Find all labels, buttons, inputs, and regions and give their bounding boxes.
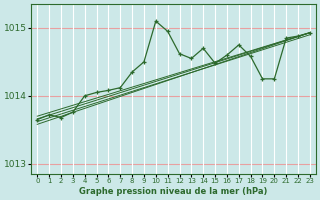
X-axis label: Graphe pression niveau de la mer (hPa): Graphe pression niveau de la mer (hPa) — [79, 187, 268, 196]
